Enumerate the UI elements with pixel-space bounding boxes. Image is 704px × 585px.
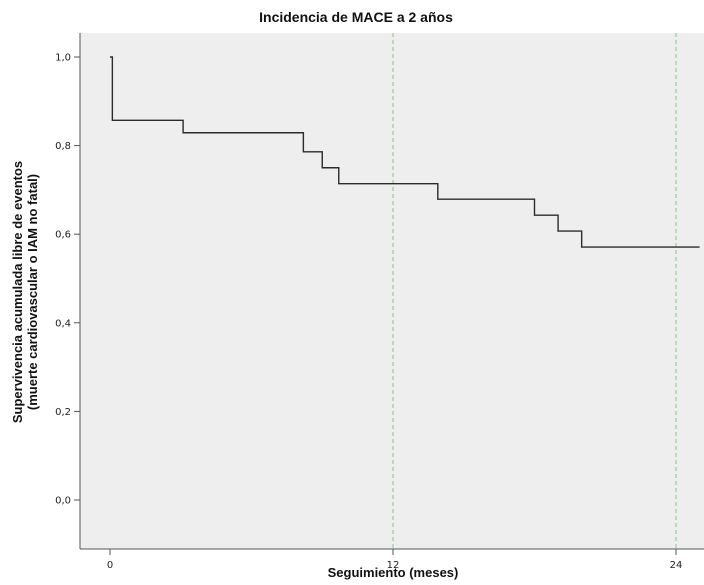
y-tick-label-3: 0,6 [55,230,71,241]
x-tick-label-0: 0 [107,560,113,571]
plot-area [80,33,704,549]
y-tick-label-1: 0,2 [55,407,71,418]
x-tick-label-1: 12 [387,560,400,571]
x-axis-label: Seguimiento (meses) [328,565,459,580]
y-axis-label-line-1: Supervivencia acumulada libre de eventos [10,161,25,423]
y-tick-label-4: 0,8 [55,141,71,152]
y-tick-label-5: 1,0 [55,53,71,64]
y-tick-label-2: 0,4 [55,318,71,329]
y-axis-label-line-2: (muerte cardiovascular o IAM no fatal) [25,174,40,410]
x-tick-label-2: 24 [670,560,683,571]
y-tick-label-0: 0,0 [55,496,71,507]
survival-step-line-0 [110,56,700,248]
reference-lines [392,33,677,549]
chart-title: Incidencia de MACE a 2 años [259,9,453,25]
axis-ticks: 0,0 0,2 0,4 0,6 0,8 1,0 0 12 24 [55,53,682,572]
series-layer [110,56,700,248]
